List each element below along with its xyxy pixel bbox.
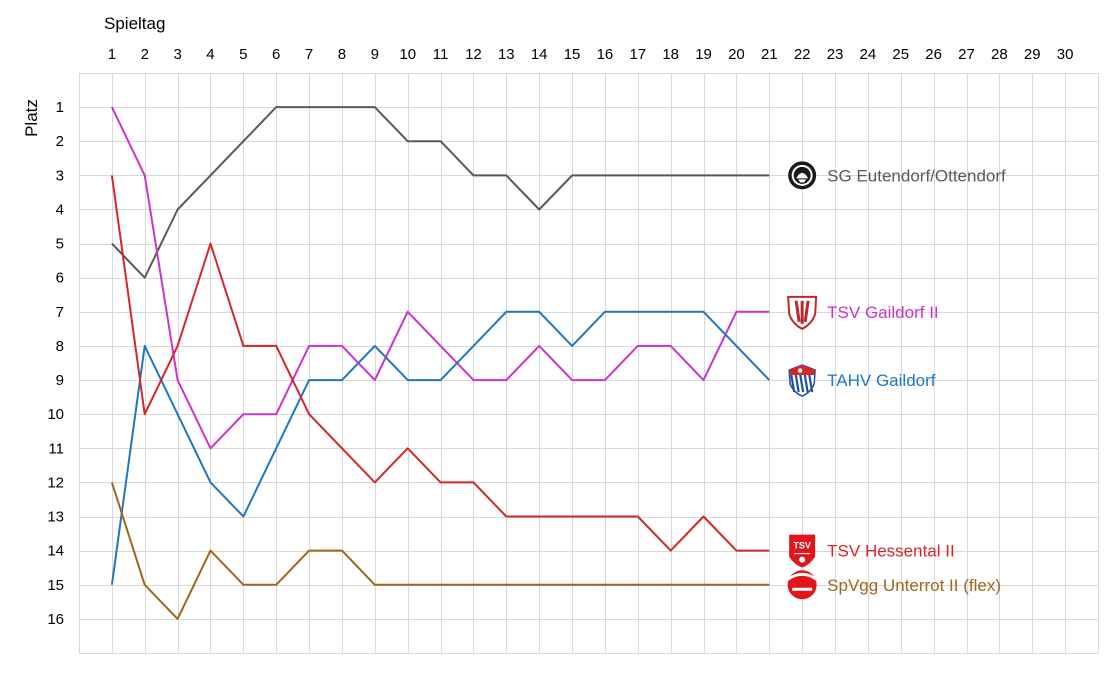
x-tick-label: 20 xyxy=(728,46,745,63)
sg-eutendorf-crest-icon xyxy=(788,161,817,190)
x-tick-label: 26 xyxy=(925,46,942,63)
team-label: TSV Hessental II xyxy=(827,542,955,561)
y-tick-label: 12 xyxy=(47,474,64,491)
x-tick-label: 22 xyxy=(794,46,811,63)
x-tick-label: 25 xyxy=(892,46,909,63)
tsv-gaildorf-crest-icon xyxy=(787,295,818,330)
y-tick-label: 11 xyxy=(48,440,64,457)
x-tick-label: 9 xyxy=(371,46,379,63)
y-tick-label: 10 xyxy=(47,406,64,423)
x-tick-label: 8 xyxy=(338,46,346,63)
x-tick-label: 4 xyxy=(206,46,214,63)
x-tick-label: 12 xyxy=(465,46,482,63)
y-tick-label: 5 xyxy=(56,236,64,253)
team-label: TAHV Gaildorf xyxy=(827,371,936,390)
x-tick-label: 6 xyxy=(272,46,280,63)
y-tick-label: 1 xyxy=(56,99,64,116)
x-tick-label: 30 xyxy=(1057,46,1074,63)
x-tick-label: 17 xyxy=(629,46,646,63)
team-label: SpVgg Unterrot II (flex) xyxy=(827,576,1001,595)
series-line-tsv-gaildorf-ii xyxy=(110,106,770,450)
y-tick-label: 4 xyxy=(56,201,64,218)
x-axis-ticks: 1 2 3 4 5 6 7 8 9 10 11 12 13 14 15 16 17 18 19 20 21 22 23 24 2… xyxy=(108,46,1074,63)
x-tick-label: 19 xyxy=(695,46,712,63)
x-tick-label: 7 xyxy=(305,46,313,63)
y-tick-label: 3 xyxy=(56,167,64,184)
x-tick-label: 27 xyxy=(958,46,975,63)
series-line-sg-eutendorf-ottendorf xyxy=(111,106,770,279)
y-tick-label: 16 xyxy=(47,611,64,628)
y-tick-label: 2 xyxy=(56,133,64,150)
spvgg-unterrot-crest-icon xyxy=(787,570,817,600)
x-axis-title: Spieltag xyxy=(104,14,165,33)
grid xyxy=(79,73,1099,654)
y-tick-label: 14 xyxy=(47,543,64,560)
x-tick-label: 2 xyxy=(141,46,149,63)
team-labels: SG Eutendorf/Ottendorf TSV Gaildorf II TAH… xyxy=(787,161,1006,600)
x-tick-label: 23 xyxy=(827,46,844,63)
y-axis-title: Platz xyxy=(22,99,41,137)
y-tick-label: 13 xyxy=(47,509,64,526)
x-tick-label: 15 xyxy=(564,46,581,63)
svg-text:TSV: TSV xyxy=(793,541,811,551)
x-tick-label: 18 xyxy=(662,46,679,63)
x-tick-label: 11 xyxy=(433,46,449,63)
y-tick-label: 7 xyxy=(56,304,64,321)
y-tick-label: 9 xyxy=(56,372,64,389)
series-lines xyxy=(110,106,771,620)
series-line-tsv-hessental-ii xyxy=(110,175,770,552)
y-tick-label: 15 xyxy=(47,577,64,594)
x-tick-label: 21 xyxy=(761,46,778,63)
series-line-spvgg-unterrot-ii-flex xyxy=(110,482,770,620)
x-tick-label: 10 xyxy=(399,46,416,63)
team-label: TSV Gaildorf II xyxy=(827,303,938,322)
team-label: SG Eutendorf/Ottendorf xyxy=(827,166,1006,185)
x-tick-label: 28 xyxy=(991,46,1008,63)
y-tick-label: 6 xyxy=(56,270,64,287)
x-tick-label: 16 xyxy=(597,46,614,63)
x-tick-label: 14 xyxy=(531,46,548,63)
series-line-tahv-gaildorf xyxy=(110,310,771,585)
x-tick-label: 29 xyxy=(1024,46,1041,63)
x-tick-label: 5 xyxy=(239,46,247,63)
tsv-hessental-crest-icon: TSV xyxy=(789,534,816,568)
tahv-gaildorf-crest-icon xyxy=(788,364,816,397)
x-tick-label: 24 xyxy=(860,46,877,63)
y-tick-label: 8 xyxy=(56,338,64,355)
x-tick-label: 1 xyxy=(108,46,116,63)
x-tick-label: 3 xyxy=(173,46,181,63)
x-tick-label: 13 xyxy=(498,46,515,63)
